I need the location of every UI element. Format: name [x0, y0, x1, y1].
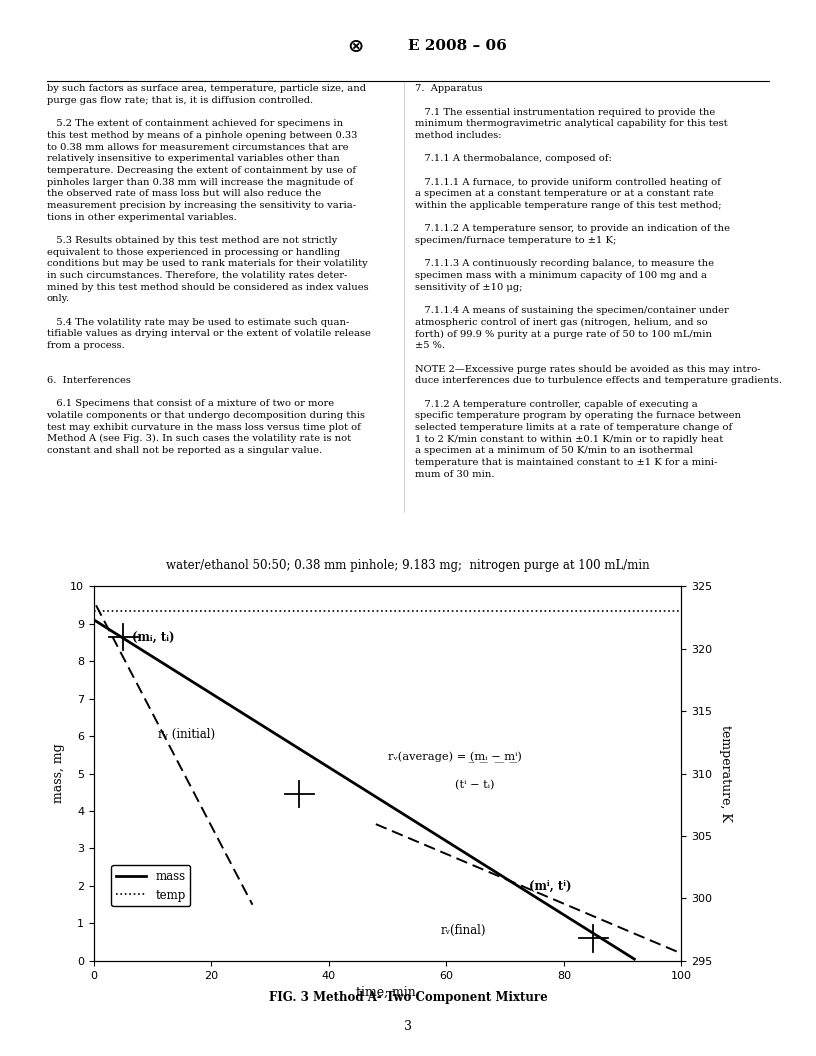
Y-axis label: mass, mg: mass, mg: [51, 743, 64, 804]
Text: (mᵢ, tᵢ): (mᵢ, tᵢ): [132, 631, 175, 644]
Text: rᵥ(average) = (̲m̲ᵢ̲ −̲ ̲m̲ⁱ̲): rᵥ(average) = (̲m̲ᵢ̲ −̲ ̲m̲ⁱ̲): [388, 752, 521, 763]
Text: rᵥ(final): rᵥ(final): [441, 924, 486, 937]
Text: 7.  Apparatus

   7.1 The essential instrumentation required to provide the
mini: 7. Apparatus 7.1 The essential instrumen…: [415, 84, 782, 478]
Text: (tⁱ − tᵢ): (tⁱ − tᵢ): [455, 780, 494, 791]
Text: 3: 3: [404, 1020, 412, 1033]
X-axis label: time, min.: time, min.: [356, 986, 419, 999]
Text: (mⁱ, tⁱ): (mⁱ, tⁱ): [529, 880, 571, 892]
Text: by such factors as surface area, temperature, particle size, and
purge gas flow : by such factors as surface area, tempera…: [47, 84, 370, 455]
Legend: mass, temp: mass, temp: [112, 865, 190, 906]
Text: rᵥ (initial): rᵥ (initial): [158, 728, 215, 741]
Text: E 2008 – 06: E 2008 – 06: [408, 39, 507, 54]
Text: ⊗: ⊗: [347, 37, 363, 56]
Text: water/ethanol 50:50; 0.38 mm pinhole; 9.183 mg;  nitrogen purge at 100 mL/min: water/ethanol 50:50; 0.38 mm pinhole; 9.…: [166, 560, 650, 572]
Y-axis label: temperature, K: temperature, K: [719, 725, 732, 822]
Text: FIG. 3 Method A- Two Component Mixture: FIG. 3 Method A- Two Component Mixture: [268, 991, 548, 1003]
